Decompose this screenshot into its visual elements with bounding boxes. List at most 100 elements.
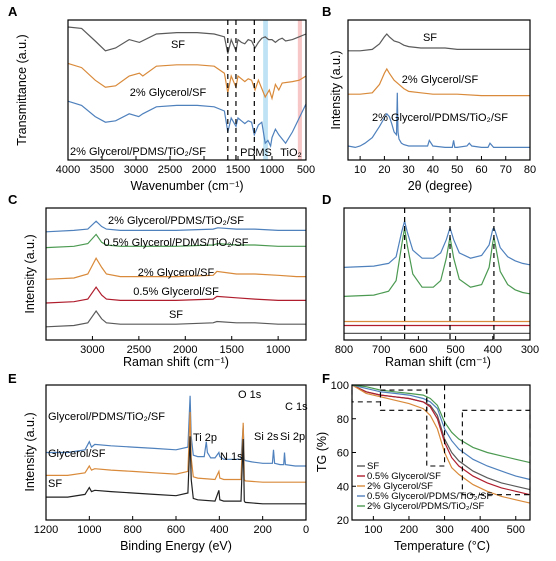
xtick-label-C-0: 3000 bbox=[80, 344, 104, 356]
panel-letter-C: C bbox=[8, 192, 18, 207]
xtick-label-E-2: 800 bbox=[123, 524, 141, 536]
xtick-label-F-1: 200 bbox=[400, 524, 418, 536]
panel-letter-D: D bbox=[322, 192, 331, 207]
peak-label-E-4: Si 2s bbox=[254, 431, 279, 443]
xtick-label-D-1: 700 bbox=[372, 344, 390, 356]
panel-D: 800 700 600 500 400 300 D Raman shift (cm⁻¹) bbox=[322, 192, 539, 369]
legend-label-4: 2% Glycerol/PDMS/TiO₂/SF bbox=[367, 501, 485, 512]
series-line-D-1 bbox=[343, 227, 531, 297]
series-label-E-1: Glycerol/SF bbox=[48, 448, 106, 460]
ytick-label-F-2: 60 bbox=[337, 448, 349, 460]
peak-label-E-0: O 1s bbox=[238, 389, 262, 401]
series-line-F-3 bbox=[351, 384, 531, 481]
series-line-F-1 bbox=[351, 384, 531, 496]
legend-label-1: 0.5% Glycerol/SF bbox=[367, 471, 441, 482]
series-line-C-1 bbox=[45, 233, 306, 249]
ytick-label-F-1: 40 bbox=[337, 481, 349, 493]
ytick-label-F-3: 80 bbox=[337, 414, 349, 426]
yaxis-label-B: Intensity (a.u.) bbox=[329, 50, 343, 129]
peak-label-E-3: N 1s bbox=[220, 451, 243, 463]
axes-frame-C bbox=[45, 207, 307, 341]
yaxis-label-F: TG (%) bbox=[315, 432, 329, 472]
zoom-box-F-3 bbox=[461, 409, 531, 496]
series-label-A-1: 2% Glycerol/SF bbox=[130, 87, 207, 99]
xtick-label-B-6: 70 bbox=[500, 164, 512, 176]
xtick-label-A-5: 1500 bbox=[226, 164, 250, 176]
xtick-label-D-0: 800 bbox=[335, 344, 353, 356]
xtick-label-B-7: 80 bbox=[524, 164, 536, 176]
yaxis-label-A: Transmittance (a.u.) bbox=[15, 34, 29, 145]
series-line-F-2 bbox=[351, 384, 531, 504]
panel-B: 10 20 30 40 50 60 70 80 B 2θ (degree) Intensity (a… bbox=[322, 4, 536, 193]
panel-A: 4000 3500 3000 2500 2000 1500 1000 500 A Wavenumb… bbox=[8, 4, 315, 193]
xtick-label-D-4: 400 bbox=[484, 344, 502, 356]
xtick-label-E-3: 600 bbox=[167, 524, 185, 536]
legend-label-2: 2% Glycerol/SF bbox=[367, 481, 433, 492]
xtick-label-C-1: 2500 bbox=[127, 344, 151, 356]
xaxis-label-A: Wavenumber (cm⁻¹) bbox=[130, 179, 243, 193]
xaxis-label-C: Raman shift (cm⁻¹) bbox=[123, 355, 229, 369]
xtick-label-F-2: 300 bbox=[435, 524, 453, 536]
series-line-C-2 bbox=[45, 256, 306, 280]
xtick-label-E-6: 0 bbox=[303, 524, 309, 536]
xtick-label-A-7: 500 bbox=[297, 164, 315, 176]
xtick-label-E-1: 1000 bbox=[77, 524, 101, 536]
xtick-label-A-6: 1000 bbox=[260, 164, 284, 176]
xtick-label-C-2: 2000 bbox=[173, 344, 197, 356]
xtick-label-C-3: 1500 bbox=[219, 344, 243, 356]
series-line-A-1 bbox=[67, 62, 307, 101]
legend-label-3: 0.5% Glycerol/PDMS/TiO₂/SF bbox=[367, 491, 492, 502]
series-line-E-0 bbox=[46, 395, 306, 467]
xtick-label-A-1: 3500 bbox=[90, 164, 114, 176]
band-label-pdms: PDMS bbox=[240, 147, 272, 159]
xtick-label-B-0: 10 bbox=[354, 164, 366, 176]
xtick-label-D-5: 300 bbox=[521, 344, 539, 356]
series-line-B-0 bbox=[348, 33, 530, 52]
panel-letter-E: E bbox=[8, 371, 17, 386]
xtick-label-B-2: 30 bbox=[403, 164, 415, 176]
series-line-A-2 bbox=[67, 100, 307, 148]
series-line-F-4 bbox=[351, 384, 531, 464]
series-label-B-0: SF bbox=[423, 32, 437, 44]
series-label-C-3: 0.5% Glycerol/SF bbox=[133, 286, 219, 298]
xtick-label-C-4: 1000 bbox=[266, 344, 290, 356]
xtick-label-B-1: 20 bbox=[378, 164, 390, 176]
series-label-C-0: 2% Glycerol/PDMS/TiO₂/SF bbox=[108, 215, 244, 227]
panel-letter-A: A bbox=[8, 4, 18, 19]
tio2-band bbox=[297, 20, 302, 160]
panel-letter-B: B bbox=[322, 4, 331, 19]
series-label-B-2: 2% Glycerol/PDMS/TiO₂/SF bbox=[372, 112, 508, 124]
series-line-C-4 bbox=[45, 309, 306, 328]
xtick-label-F-0: 100 bbox=[364, 524, 382, 536]
series-line-C-0 bbox=[45, 220, 306, 233]
series-line-B-1 bbox=[348, 67, 530, 97]
xtick-label-A-2: 3000 bbox=[124, 164, 148, 176]
xtick-label-B-3: 40 bbox=[427, 164, 439, 176]
series-label-E-0: Glycerol/PDMS/TiO₂/SF bbox=[48, 411, 165, 423]
series-label-C-2: 2% Glycerol/SF bbox=[138, 267, 215, 279]
band-label-tio2: TiO₂ bbox=[280, 147, 302, 159]
peak-label-E-5: Si 2p bbox=[280, 431, 305, 443]
panel-E: 1200 1000 800 600 400 200 0 E Binding Energy (eV… bbox=[8, 371, 309, 553]
series-line-B-2 bbox=[347, 92, 530, 149]
xtick-label-E-4: 400 bbox=[210, 524, 228, 536]
ytick-label-F-0: 20 bbox=[337, 515, 349, 527]
legend-F: SF0.5% Glycerol/SF2% Glycerol/SF0.5% Gly… bbox=[357, 461, 492, 512]
xtick-label-A-3: 2500 bbox=[158, 164, 182, 176]
xaxis-label-B: 2θ (degree) bbox=[408, 179, 473, 193]
xtick-label-A-4: 2000 bbox=[192, 164, 216, 176]
xtick-label-B-4: 50 bbox=[451, 164, 463, 176]
series-line-A-0 bbox=[67, 26, 307, 54]
series-line-E-2 bbox=[46, 436, 306, 505]
pdms-band bbox=[263, 20, 268, 160]
legend-label-0: SF bbox=[367, 461, 379, 472]
xtick-label-D-2: 600 bbox=[409, 344, 427, 356]
series-line-D-0 bbox=[343, 218, 531, 268]
series-line-C-3 bbox=[45, 286, 306, 304]
xtick-label-F-3: 400 bbox=[471, 524, 489, 536]
panel-C: 3000 2500 2000 1500 1000 C Raman shift (cm⁻¹) I… bbox=[8, 192, 307, 369]
series-label-B-1: 2% Glycerol/SF bbox=[402, 74, 479, 86]
axes-frame-D bbox=[343, 207, 531, 341]
